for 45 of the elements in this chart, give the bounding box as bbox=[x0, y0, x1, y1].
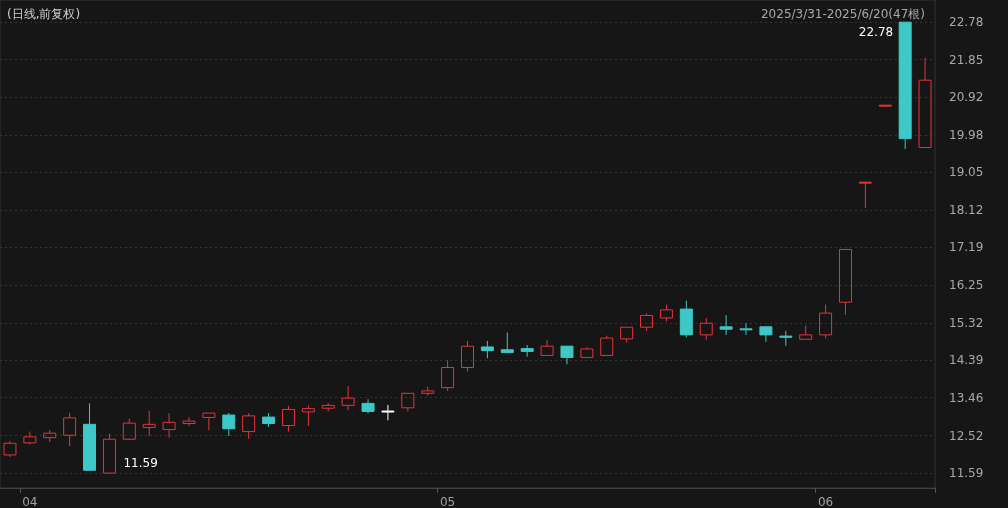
candlestick bbox=[500, 331, 514, 354]
x-tick-label: 05 bbox=[439, 495, 456, 508]
candlestick bbox=[540, 339, 554, 356]
x-tick-label: 04 bbox=[22, 495, 38, 508]
candlestick bbox=[441, 359, 455, 392]
candlestick bbox=[202, 412, 216, 431]
y-tick-label: 11.59 bbox=[949, 466, 984, 481]
y-tick-label: 19.98 bbox=[949, 128, 984, 142]
candlestick bbox=[560, 345, 574, 365]
candlestick bbox=[580, 346, 594, 358]
y-tick-label: 19.05 bbox=[949, 165, 984, 180]
y-tick-label: 18.12 bbox=[949, 202, 984, 217]
candlestick bbox=[878, 104, 892, 107]
y-tick-label: 22.78 bbox=[949, 15, 984, 30]
candlestick bbox=[341, 385, 355, 411]
annotation: 22.78 bbox=[858, 25, 894, 40]
candlestick bbox=[719, 314, 733, 336]
y-tick-label: 12.52 bbox=[949, 428, 984, 443]
candlestick bbox=[43, 429, 57, 443]
y-tick-label: 13.46 bbox=[949, 390, 984, 405]
y-tick-label: 20.92 bbox=[949, 90, 984, 105]
candlestick bbox=[182, 416, 196, 427]
annotation: 11.59 bbox=[123, 456, 158, 471]
y-tick-label: 16.25 bbox=[949, 278, 984, 293]
text: (日线,前复权) bbox=[7, 7, 81, 21]
candlestick bbox=[83, 402, 97, 471]
candlestick bbox=[3, 440, 17, 458]
y-tick-label: 17.19 bbox=[949, 240, 984, 255]
candlestick bbox=[461, 340, 474, 373]
candlestick bbox=[381, 404, 395, 421]
candlestick bbox=[918, 57, 932, 148]
candlestick bbox=[162, 412, 176, 439]
candlestick bbox=[858, 181, 872, 209]
candlestick bbox=[361, 398, 375, 414]
x-tick-label: 06 bbox=[817, 495, 834, 508]
candlestick bbox=[301, 404, 315, 427]
candlestick bbox=[759, 326, 773, 343]
candlestick bbox=[898, 21, 912, 150]
candlestick bbox=[142, 410, 156, 437]
candlestick bbox=[838, 248, 852, 316]
y-tick-label: 15.32 bbox=[949, 315, 984, 330]
text: 2025/3/31-2025/6/20(47根) bbox=[760, 7, 926, 21]
y-tick-label: 14.39 bbox=[949, 353, 984, 368]
y-tick-label: 21.85 bbox=[949, 52, 984, 67]
candlestick bbox=[739, 322, 753, 336]
